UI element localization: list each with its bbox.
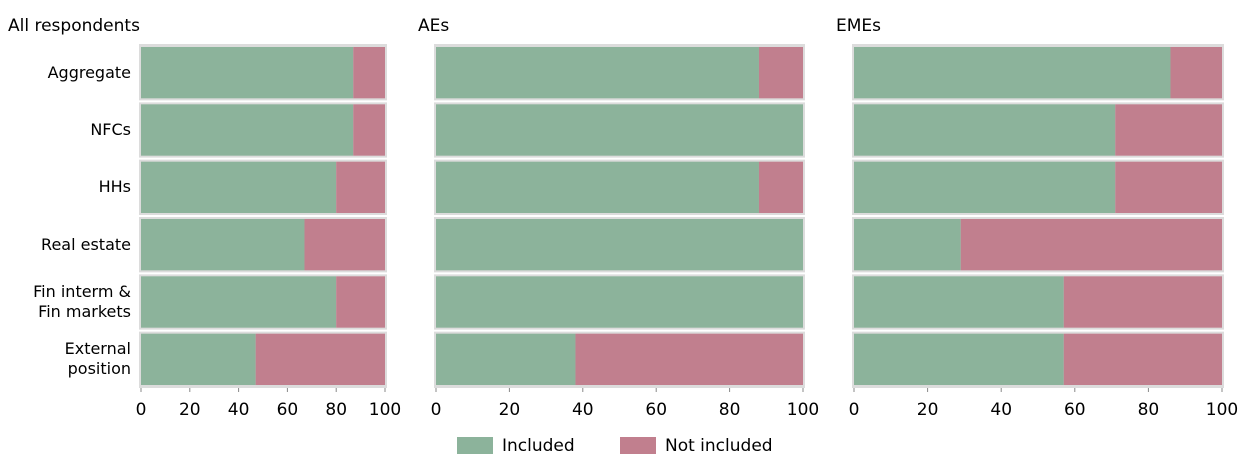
x-tick-label: 80 — [325, 400, 347, 420]
x-tick-label: 0 — [849, 400, 860, 420]
bar-segment — [141, 276, 337, 328]
category-label: Real estate — [41, 234, 131, 254]
category-label: NFCs — [90, 119, 131, 139]
x-tick-label: 100 — [787, 400, 819, 420]
bar-segment — [1115, 161, 1222, 213]
bar-segment — [336, 161, 385, 213]
bar-segment — [854, 47, 1171, 99]
x-tick-label: 100 — [1206, 400, 1238, 420]
x-tick-label: 40 — [228, 400, 250, 420]
bar-segment — [1115, 104, 1222, 156]
bar-segment — [304, 219, 385, 271]
x-tick-label: 100 — [369, 400, 401, 420]
x-tick-label: 40 — [572, 400, 594, 420]
bar-segment — [436, 104, 803, 156]
bar-segment — [436, 219, 803, 271]
bar-segment — [336, 276, 385, 328]
bar-segment — [255, 333, 385, 385]
bar-segment — [758, 47, 803, 99]
bar-segment — [854, 276, 1064, 328]
bar-segment — [353, 47, 385, 99]
x-tick-label: 20 — [499, 400, 521, 420]
bar-segment — [353, 104, 385, 156]
bar-segment — [854, 219, 961, 271]
x-tick-label: 20 — [179, 400, 201, 420]
x-tick-label: 60 — [1064, 400, 1086, 420]
bar-segment — [1170, 47, 1222, 99]
x-tick-label: 80 — [719, 400, 741, 420]
x-tick-label: 20 — [917, 400, 939, 420]
bar-segment — [854, 161, 1116, 213]
category-label: Fin interm & Fin markets — [33, 281, 131, 321]
bar-segment — [1063, 333, 1222, 385]
bar-segment — [575, 333, 803, 385]
panel-title: All respondents — [8, 16, 140, 36]
bar-segment — [436, 161, 759, 213]
legend-label: Not included — [665, 436, 773, 456]
bar-segment — [141, 333, 256, 385]
x-tick-label: 0 — [136, 400, 147, 420]
bar-segment — [141, 219, 305, 271]
x-tick-label: 80 — [1138, 400, 1160, 420]
x-tick-label: 0 — [431, 400, 442, 420]
category-label: External position — [64, 339, 131, 379]
x-tick-label: 40 — [990, 400, 1012, 420]
bar-segment — [141, 104, 354, 156]
legend-swatch — [457, 437, 493, 454]
category-label: HHs — [98, 177, 131, 197]
category-label: Aggregate — [47, 62, 131, 82]
x-tick-label: 60 — [645, 400, 667, 420]
bar-segment — [141, 47, 354, 99]
panel-title: AEs — [418, 16, 449, 36]
bar-segment — [758, 161, 803, 213]
panel-title: EMEs — [836, 16, 881, 36]
legend-label: Included — [502, 436, 575, 456]
bar-segment — [436, 333, 576, 385]
bar-segment — [436, 47, 759, 99]
x-tick-label: 60 — [277, 400, 299, 420]
bar-segment — [854, 104, 1116, 156]
legend-swatch — [620, 437, 656, 454]
bar-segment — [854, 333, 1064, 385]
bar-segment — [436, 276, 803, 328]
bar-segment — [1063, 276, 1222, 328]
bar-segment — [960, 219, 1222, 271]
bar-segment — [141, 161, 337, 213]
